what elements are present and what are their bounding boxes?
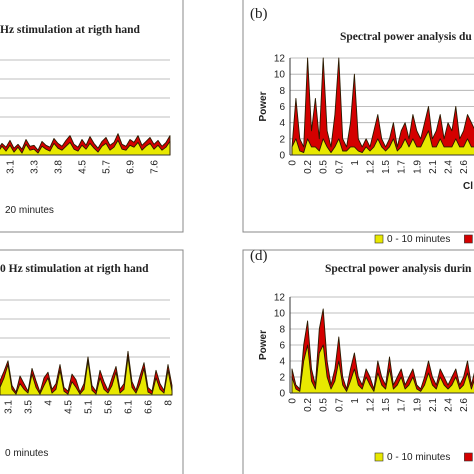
x-tick-label: 0.2 bbox=[303, 398, 314, 412]
x-tick-label: 2.6 bbox=[459, 160, 470, 174]
x-tick-label: 1.2 bbox=[366, 398, 377, 412]
y-tick-label: 8 bbox=[279, 325, 285, 336]
x-tick-label: 3.3 bbox=[30, 160, 41, 174]
legend-label: 0 minutes bbox=[5, 448, 48, 459]
x-tick-label: 3.1 bbox=[4, 400, 15, 414]
x-tick-label: 2.1 bbox=[428, 398, 439, 412]
y-tick-label: 6 bbox=[279, 341, 285, 352]
x-tick-label: 0.7 bbox=[334, 398, 345, 412]
x-tick-label: 5.7 bbox=[102, 160, 113, 174]
legend-swatch bbox=[374, 452, 384, 462]
x-tick-label: 6.9 bbox=[126, 160, 137, 174]
x-tick-label: 1 bbox=[350, 398, 361, 404]
x-tick-label: 4.5 bbox=[64, 400, 75, 414]
y-tick-label: 4 bbox=[279, 357, 285, 368]
y-tick-label: 8 bbox=[279, 86, 285, 97]
y-axis-label: Power bbox=[258, 91, 269, 121]
chart-title: Spectral power analysis durin bbox=[325, 263, 472, 275]
x-tick-label: 0 bbox=[288, 160, 299, 166]
y-axis-label: Power bbox=[258, 330, 269, 360]
x-tick-label: 3.5 bbox=[24, 400, 35, 414]
area bbox=[291, 130, 474, 156]
chart-title: Spectral power analysis du bbox=[340, 31, 472, 43]
x-tick-label: 5.1 bbox=[84, 400, 95, 414]
y-tick-label: 4 bbox=[279, 118, 285, 129]
x-tick-label: 3.8 bbox=[54, 160, 65, 174]
x-tick-label: 2.6 bbox=[459, 398, 470, 412]
x-tick-label: 0 bbox=[288, 398, 299, 404]
y-tick-label: 12 bbox=[274, 54, 286, 65]
legend-swatch bbox=[464, 234, 473, 244]
x-tick-label: 1.5 bbox=[381, 160, 392, 174]
x-tick-label: 2.1 bbox=[428, 160, 439, 174]
x-tick-label: 0.7 bbox=[334, 160, 345, 174]
panel-label: (d) bbox=[250, 248, 268, 264]
x-tick-label: 1.9 bbox=[412, 160, 423, 174]
x-tick-label: 2.4 bbox=[444, 160, 455, 174]
x-tick-label: 7.6 bbox=[150, 160, 161, 174]
x-tick-label: 5.6 bbox=[104, 400, 115, 414]
x-tick-label: 3.1 bbox=[6, 160, 17, 174]
chart-title: Hz stimulation at rigth hand bbox=[0, 24, 141, 36]
x-tick-label: 8 bbox=[164, 400, 175, 406]
legend-swatch bbox=[464, 452, 473, 462]
legend-label: 0 - 10 minutes bbox=[387, 234, 450, 245]
legend-label: 20 minutes bbox=[5, 205, 54, 216]
y-tick-label: 2 bbox=[279, 134, 285, 145]
x-tick-label: 1.2 bbox=[366, 160, 377, 174]
y-tick-label: 12 bbox=[274, 293, 286, 304]
y-tick-label: 6 bbox=[279, 102, 285, 113]
x-tick-label: 6.1 bbox=[124, 400, 135, 414]
x-tick-label: 1.7 bbox=[397, 160, 408, 174]
y-tick-label: 10 bbox=[274, 309, 286, 320]
panel-frame bbox=[242, 249, 474, 474]
area bbox=[0, 139, 171, 156]
legend-label: 0 - 10 minutes bbox=[387, 452, 450, 463]
x-tick-label: 1 bbox=[350, 160, 361, 166]
x-tick-label: 6.6 bbox=[144, 400, 155, 414]
x-tick-label: 1.9 bbox=[412, 398, 423, 412]
x-tick-label: 4.5 bbox=[78, 160, 89, 174]
panel-frame bbox=[0, 249, 184, 474]
x-tick-label: 0.2 bbox=[303, 160, 314, 174]
x-axis-label: Cl bbox=[463, 181, 473, 192]
legend-swatch bbox=[374, 234, 384, 244]
x-tick-label: 1.7 bbox=[397, 398, 408, 412]
panel-frame bbox=[242, 0, 474, 233]
x-tick-label: 4 bbox=[44, 400, 55, 406]
x-tick-label: 1.5 bbox=[381, 398, 392, 412]
y-tick-label: 0 bbox=[279, 151, 285, 162]
y-tick-label: 10 bbox=[274, 70, 286, 81]
y-tick-label: 0 bbox=[279, 389, 285, 400]
panel-label: (b) bbox=[250, 6, 268, 22]
x-tick-label: 0.5 bbox=[319, 160, 330, 174]
area bbox=[0, 356, 173, 396]
x-tick-label: 2.4 bbox=[444, 398, 455, 412]
chart-title: 0 Hz stimulation at rigth hand bbox=[0, 263, 149, 275]
panel-frame bbox=[0, 0, 184, 233]
y-tick-label: 2 bbox=[279, 373, 285, 384]
area bbox=[291, 344, 474, 394]
x-tick-label: 0.5 bbox=[319, 398, 330, 412]
